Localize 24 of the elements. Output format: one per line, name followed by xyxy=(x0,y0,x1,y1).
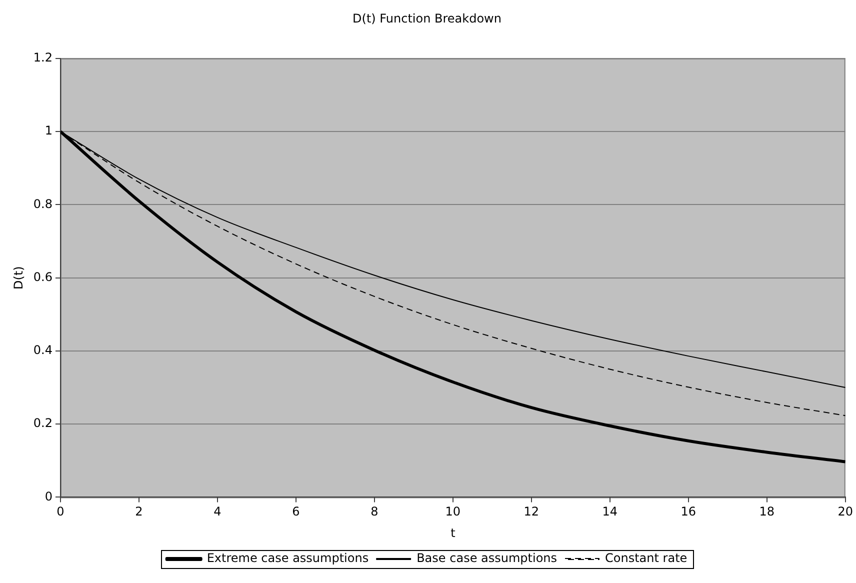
x-tick-label: 14 xyxy=(602,504,618,519)
y-tick-label: 0.2 xyxy=(33,416,52,430)
legend-label: Base case assumptions xyxy=(416,551,558,566)
y-tick-label: 1 xyxy=(44,124,52,138)
y-tick-label: 0.4 xyxy=(33,343,52,358)
x-axis-title: t xyxy=(450,526,456,540)
legend-label: Extreme case assumptions xyxy=(206,551,369,566)
x-tick-label: 10 xyxy=(445,504,461,519)
y-tick-label: 1.2 xyxy=(33,50,52,65)
x-tick-label: 20 xyxy=(838,504,854,519)
x-tick-label: 0 xyxy=(56,504,64,519)
x-tick-label: 4 xyxy=(214,504,222,519)
y-axis-title: D(t) xyxy=(11,266,26,290)
chart-title: D(t) Function Breakdown xyxy=(352,11,502,26)
x-tick-label: 12 xyxy=(524,504,540,519)
legend-label: Constant rate xyxy=(605,551,688,566)
x-tick-label: 2 xyxy=(135,504,143,519)
y-tick-label: 0.6 xyxy=(33,270,52,284)
y-tick-label: 0.8 xyxy=(33,196,52,211)
x-tick-label: 16 xyxy=(680,504,696,519)
y-tick-label: 0 xyxy=(44,489,52,504)
x-tick-label: 18 xyxy=(759,504,775,519)
x-tick-label: 8 xyxy=(370,504,378,519)
x-tick-label: 6 xyxy=(292,504,300,519)
